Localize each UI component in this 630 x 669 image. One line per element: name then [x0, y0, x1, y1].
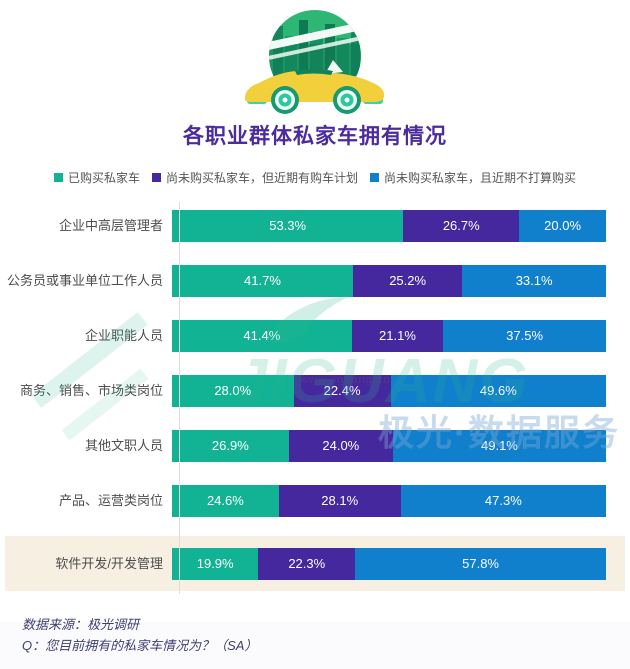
value-label: 37.5%: [506, 328, 544, 343]
value-label: 21.1%: [379, 328, 416, 343]
footer-strip: [0, 622, 630, 669]
value-label: 47.3%: [484, 493, 522, 508]
car: [244, 60, 385, 114]
category-label: 企业职能人员: [84, 327, 163, 343]
category-label: 软件开发/开发管理: [55, 555, 163, 571]
legend-label: 尚未购买私家车，但近期有购车计划: [165, 171, 358, 185]
value-label: 28.1%: [321, 493, 359, 508]
value-label: 20.0%: [544, 218, 582, 233]
bar-segment: 49.6%: [390, 374, 606, 407]
axis-line: [179, 202, 180, 594]
bar-segment: 24.0%: [288, 429, 393, 462]
stacked-bar: 19.9% 22.3% 57.8%: [172, 547, 606, 580]
bar-segment: 57.8%: [355, 547, 606, 580]
category-label: 企业中高层管理者: [58, 217, 163, 233]
legend-item-owned: 已购买私家车: [53, 169, 140, 186]
bar-segment: 41.4%: [172, 319, 352, 352]
front-wheel: [271, 86, 299, 114]
value-label: 25.2%: [389, 273, 427, 288]
value-label: 57.8%: [462, 556, 499, 571]
bar-row: 企业职能人员 41.4% 21.1% 37.5%: [0, 308, 630, 363]
bar-rows: 企业中高层管理者 53.3% 26.7% 20.0% 公务员或事业单位工作人员 41.7%…: [0, 198, 630, 591]
bar-row: 软件开发/开发管理 19.9% 22.3% 57.8%: [0, 536, 630, 591]
bar-segment: 49.1%: [392, 429, 606, 462]
bar-row: 商务、销售、市场类岗位 28.0% 22.4% 49.6%: [0, 363, 630, 418]
category-label: 公务员或事业单位工作人员: [6, 272, 163, 288]
bar-row: 其他文职人员 26.9% 24.0% 49.1%: [0, 418, 630, 473]
bar-segment: 22.4%: [293, 374, 391, 407]
bar-segment: 24.6%: [172, 484, 279, 517]
bar-segment: 28.0%: [172, 374, 294, 407]
value-label: 26.7%: [442, 218, 480, 233]
category-label: 其他文职人员: [84, 437, 163, 453]
value-label: 24.6%: [206, 493, 244, 508]
bar-segment: 26.7%: [403, 209, 520, 242]
bar-segment: 26.9%: [172, 429, 289, 462]
bar-row: 产品、运营类岗位 24.6% 28.1% 47.3%: [0, 473, 630, 528]
value-label: 41.4%: [243, 328, 281, 343]
bar-segment: 47.3%: [400, 484, 606, 517]
bar-segment: 41.7%: [172, 264, 353, 297]
rear-wheel: [333, 86, 361, 114]
legend: 已购买私家车 尚未购买私家车，但近期有购车计划 尚未购买私家车，且近期不打算购买: [0, 169, 630, 186]
legend-label: 已购买私家车: [67, 171, 140, 185]
category-label: 产品、运营类岗位: [58, 492, 163, 508]
car-city-badge-icon: [244, 10, 385, 114]
value-label: 19.9%: [196, 556, 234, 571]
bar-segment: 28.1%: [278, 484, 401, 517]
bar-segment: 22.3%: [258, 547, 356, 580]
bar-segment: 19.9%: [172, 547, 259, 580]
bar-segment: 37.5%: [443, 319, 606, 352]
value-label: 24.0%: [322, 438, 360, 453]
stacked-bar: 41.4% 21.1% 37.5%: [172, 319, 606, 352]
bar-segment: 33.1%: [462, 264, 606, 297]
bar-row: 公务员或事业单位工作人员 41.7% 25.2% 33.1%: [0, 253, 630, 308]
value-label: 49.6%: [479, 383, 517, 398]
stacked-bar-chart: 企业中高层管理者 53.3% 26.7% 20.0% 公务员或事业单位工作人员 41.7%…: [0, 198, 630, 594]
value-label: 41.7%: [244, 273, 281, 288]
value-label: 26.9%: [211, 438, 249, 453]
data-source-note: 数据来源：极光调研: [22, 617, 140, 632]
stacked-bar: 28.0% 22.4% 49.6%: [172, 374, 606, 407]
bar-row: 企业中高层管理者 53.3% 26.7% 20.0%: [0, 198, 630, 253]
legend-swatch-no-plan: [370, 173, 379, 182]
survey-question-note: Q：您目前拥有的私家车情况为？（SA）: [22, 637, 258, 653]
legend-item-no-plan: 尚未购买私家车，且近期不打算购买: [370, 169, 576, 186]
bar-segment: 21.1%: [351, 319, 444, 352]
legend-item-plan-to-buy: 尚未购买私家车，但近期有购车计划: [151, 169, 358, 186]
value-label: 22.4%: [323, 383, 361, 398]
stacked-bar: 26.9% 24.0% 49.1%: [172, 429, 606, 462]
stacked-bar: 53.3% 26.7% 20.0%: [172, 209, 606, 242]
legend-swatch-plan-to-buy: [151, 173, 161, 182]
category-label: 商务、销售、市场类岗位: [19, 382, 163, 398]
value-label: 53.3%: [269, 218, 307, 233]
value-label: 33.1%: [515, 273, 553, 288]
page-title: 各职业群体私家车拥有情况: [183, 125, 447, 148]
header: 各职业群体私家车拥有情况: [0, 8, 630, 150]
legend-swatch-owned: [53, 173, 63, 182]
bar-segment: 53.3%: [172, 209, 404, 242]
stacked-bar: 41.7% 25.2% 33.1%: [172, 264, 606, 297]
bar-segment: 20.0%: [519, 209, 606, 242]
footer: 数据来源：极光调研 Q：您目前拥有的私家车情况为？（SA）: [22, 615, 257, 657]
stacked-bar: 24.6% 28.1% 47.3%: [172, 484, 606, 517]
value-label: 49.1%: [481, 438, 518, 453]
value-label: 28.0%: [214, 383, 252, 398]
value-label: 22.3%: [288, 556, 326, 571]
bar-segment: 25.2%: [352, 264, 463, 297]
legend-label: 尚未购买私家车，且近期不打算购买: [384, 171, 577, 185]
